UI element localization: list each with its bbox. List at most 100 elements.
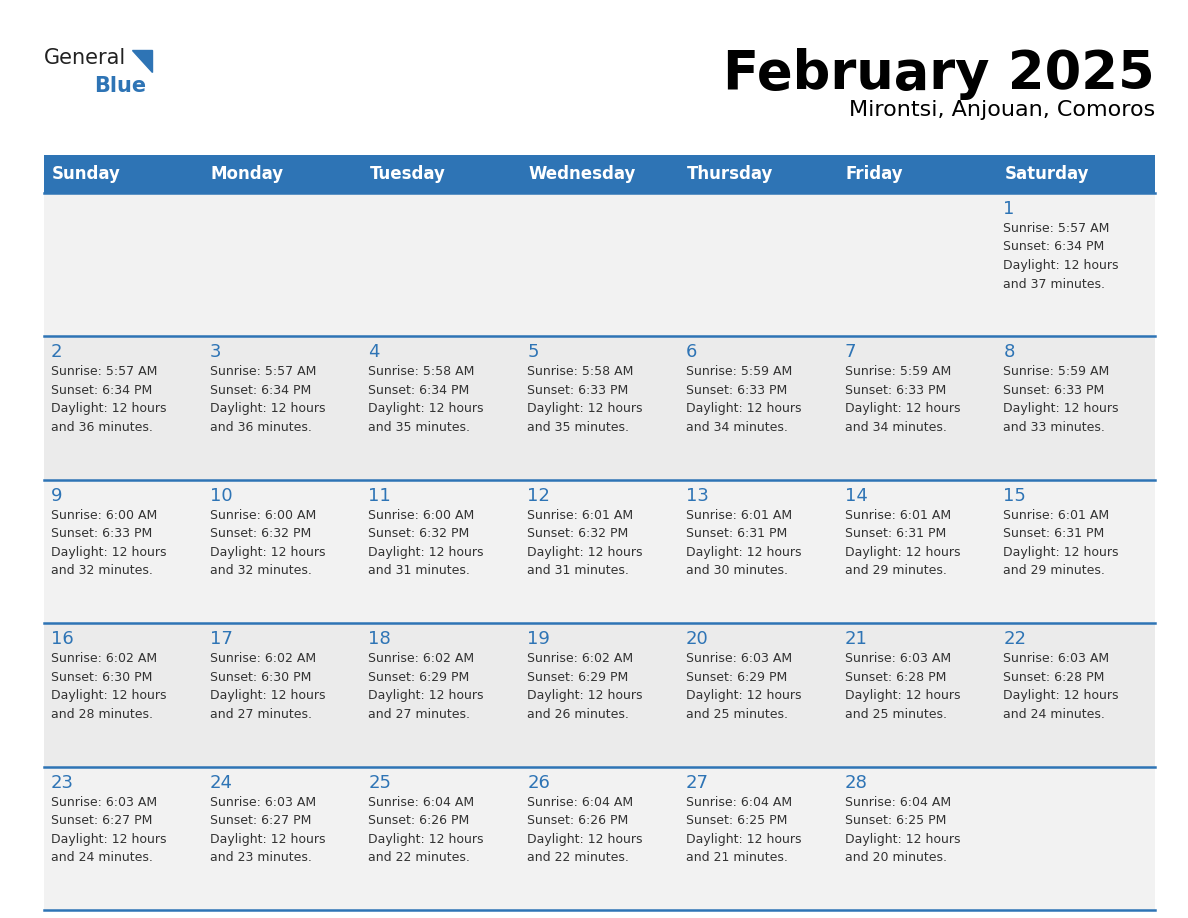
Text: 14: 14	[845, 487, 867, 505]
Text: and 23 minutes.: and 23 minutes.	[210, 851, 311, 864]
Text: Daylight: 12 hours: Daylight: 12 hours	[685, 546, 802, 559]
Text: and 32 minutes.: and 32 minutes.	[51, 565, 153, 577]
Text: Daylight: 12 hours: Daylight: 12 hours	[1004, 546, 1119, 559]
Text: and 31 minutes.: and 31 minutes.	[368, 565, 470, 577]
Bar	[44, 767, 1155, 910]
Text: Sunrise: 6:01 AM: Sunrise: 6:01 AM	[1004, 509, 1110, 521]
Text: Sunset: 6:33 PM: Sunset: 6:33 PM	[1004, 384, 1105, 397]
Text: Daylight: 12 hours: Daylight: 12 hours	[210, 833, 326, 845]
Text: Sunset: 6:29 PM: Sunset: 6:29 PM	[527, 671, 628, 684]
Text: Sunrise: 6:02 AM: Sunrise: 6:02 AM	[368, 652, 474, 666]
Text: Daylight: 12 hours: Daylight: 12 hours	[1004, 402, 1119, 416]
Text: and 30 minutes.: and 30 minutes.	[685, 565, 788, 577]
Text: Friday: Friday	[846, 165, 903, 183]
Text: Sunset: 6:26 PM: Sunset: 6:26 PM	[368, 814, 469, 827]
Text: Daylight: 12 hours: Daylight: 12 hours	[527, 689, 643, 702]
Text: Daylight: 12 hours: Daylight: 12 hours	[368, 402, 484, 416]
Text: 5: 5	[527, 343, 538, 362]
Text: 21: 21	[845, 630, 867, 648]
Text: Sunrise: 6:00 AM: Sunrise: 6:00 AM	[51, 509, 157, 521]
Text: 10: 10	[210, 487, 233, 505]
Text: Daylight: 12 hours: Daylight: 12 hours	[845, 546, 960, 559]
Text: Sunset: 6:34 PM: Sunset: 6:34 PM	[1004, 241, 1105, 253]
Text: Sunrise: 6:02 AM: Sunrise: 6:02 AM	[51, 652, 157, 666]
Text: and 36 minutes.: and 36 minutes.	[51, 420, 153, 434]
Text: Sunset: 6:27 PM: Sunset: 6:27 PM	[51, 814, 152, 827]
Text: 18: 18	[368, 630, 391, 648]
Text: Sunrise: 6:02 AM: Sunrise: 6:02 AM	[527, 652, 633, 666]
Text: Daylight: 12 hours: Daylight: 12 hours	[210, 402, 326, 416]
Text: 24: 24	[210, 774, 233, 791]
Bar	[44, 155, 1155, 193]
Text: Sunrise: 6:02 AM: Sunrise: 6:02 AM	[210, 652, 316, 666]
Text: Daylight: 12 hours: Daylight: 12 hours	[845, 402, 960, 416]
Text: Daylight: 12 hours: Daylight: 12 hours	[1004, 689, 1119, 702]
Text: Sunset: 6:30 PM: Sunset: 6:30 PM	[51, 671, 152, 684]
Text: Sunset: 6:33 PM: Sunset: 6:33 PM	[685, 384, 788, 397]
Text: and 21 minutes.: and 21 minutes.	[685, 851, 788, 864]
Text: Sunrise: 6:01 AM: Sunrise: 6:01 AM	[685, 509, 792, 521]
Text: 15: 15	[1004, 487, 1026, 505]
Text: and 22 minutes.: and 22 minutes.	[368, 851, 470, 864]
Text: and 24 minutes.: and 24 minutes.	[51, 851, 153, 864]
Text: Sunrise: 6:03 AM: Sunrise: 6:03 AM	[845, 652, 950, 666]
Text: 22: 22	[1004, 630, 1026, 648]
Polygon shape	[132, 50, 152, 72]
Text: Sunrise: 5:57 AM: Sunrise: 5:57 AM	[210, 365, 316, 378]
Text: Sunset: 6:25 PM: Sunset: 6:25 PM	[685, 814, 788, 827]
Text: 7: 7	[845, 343, 857, 362]
Text: and 25 minutes.: and 25 minutes.	[845, 708, 947, 721]
Text: Daylight: 12 hours: Daylight: 12 hours	[368, 833, 484, 845]
Text: Sunset: 6:28 PM: Sunset: 6:28 PM	[845, 671, 946, 684]
Text: Sunrise: 6:04 AM: Sunrise: 6:04 AM	[368, 796, 474, 809]
Text: 1: 1	[1004, 200, 1015, 218]
Text: Daylight: 12 hours: Daylight: 12 hours	[210, 689, 326, 702]
Text: Sunset: 6:33 PM: Sunset: 6:33 PM	[527, 384, 628, 397]
Text: Sunset: 6:31 PM: Sunset: 6:31 PM	[845, 527, 946, 541]
Text: Thursday: Thursday	[687, 165, 773, 183]
Text: Sunrise: 6:00 AM: Sunrise: 6:00 AM	[368, 509, 475, 521]
Text: 13: 13	[685, 487, 709, 505]
Text: 11: 11	[368, 487, 391, 505]
Text: 20: 20	[685, 630, 708, 648]
Text: and 32 minutes.: and 32 minutes.	[210, 565, 311, 577]
Text: and 28 minutes.: and 28 minutes.	[51, 708, 153, 721]
Text: Daylight: 12 hours: Daylight: 12 hours	[1004, 259, 1119, 272]
Text: and 27 minutes.: and 27 minutes.	[368, 708, 470, 721]
Text: and 34 minutes.: and 34 minutes.	[685, 420, 788, 434]
Text: Wednesday: Wednesday	[529, 165, 636, 183]
Text: and 36 minutes.: and 36 minutes.	[210, 420, 311, 434]
Text: Sunrise: 6:04 AM: Sunrise: 6:04 AM	[845, 796, 950, 809]
Text: Sunrise: 6:04 AM: Sunrise: 6:04 AM	[685, 796, 792, 809]
Text: Daylight: 12 hours: Daylight: 12 hours	[845, 689, 960, 702]
Text: Monday: Monday	[210, 165, 284, 183]
Text: Daylight: 12 hours: Daylight: 12 hours	[527, 546, 643, 559]
Text: Sunrise: 5:59 AM: Sunrise: 5:59 AM	[1004, 365, 1110, 378]
Text: Sunrise: 5:59 AM: Sunrise: 5:59 AM	[685, 365, 792, 378]
Text: 17: 17	[210, 630, 233, 648]
Text: Sunrise: 6:03 AM: Sunrise: 6:03 AM	[210, 796, 316, 809]
Text: 9: 9	[51, 487, 63, 505]
Text: and 20 minutes.: and 20 minutes.	[845, 851, 947, 864]
Text: 23: 23	[51, 774, 74, 791]
Text: 27: 27	[685, 774, 709, 791]
Text: February 2025: February 2025	[723, 48, 1155, 100]
Text: and 26 minutes.: and 26 minutes.	[527, 708, 628, 721]
Text: Sunset: 6:32 PM: Sunset: 6:32 PM	[210, 527, 311, 541]
Text: Sunset: 6:29 PM: Sunset: 6:29 PM	[685, 671, 788, 684]
Bar	[44, 480, 1155, 623]
Text: Daylight: 12 hours: Daylight: 12 hours	[685, 833, 802, 845]
Text: Sunset: 6:32 PM: Sunset: 6:32 PM	[368, 527, 469, 541]
Text: Sunset: 6:30 PM: Sunset: 6:30 PM	[210, 671, 311, 684]
Text: Daylight: 12 hours: Daylight: 12 hours	[368, 689, 484, 702]
Text: and 31 minutes.: and 31 minutes.	[527, 565, 628, 577]
Text: Sunrise: 6:03 AM: Sunrise: 6:03 AM	[685, 652, 792, 666]
Text: Blue: Blue	[94, 76, 146, 96]
Text: and 34 minutes.: and 34 minutes.	[845, 420, 947, 434]
Text: Sunrise: 6:04 AM: Sunrise: 6:04 AM	[527, 796, 633, 809]
Text: 6: 6	[685, 343, 697, 362]
Text: Sunrise: 5:57 AM: Sunrise: 5:57 AM	[1004, 222, 1110, 235]
Text: Sunset: 6:33 PM: Sunset: 6:33 PM	[51, 527, 152, 541]
Text: Daylight: 12 hours: Daylight: 12 hours	[685, 402, 802, 416]
Text: Sunset: 6:31 PM: Sunset: 6:31 PM	[1004, 527, 1105, 541]
